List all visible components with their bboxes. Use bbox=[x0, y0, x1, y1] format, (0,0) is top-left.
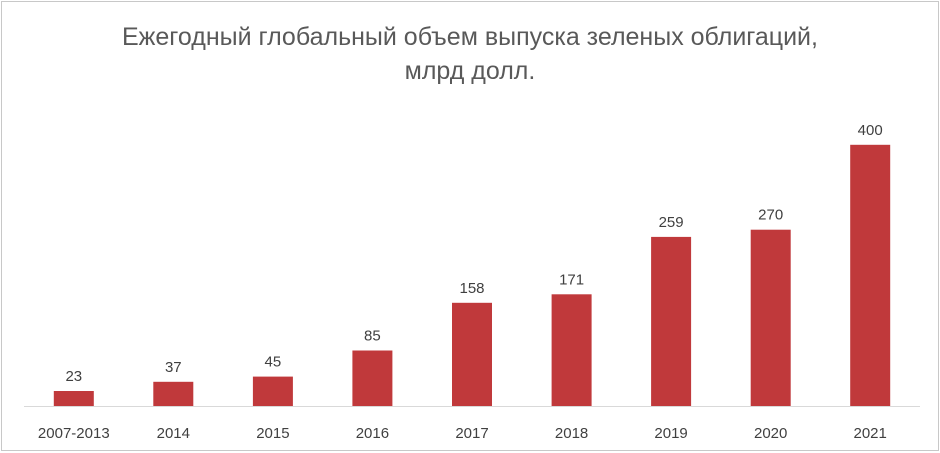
bar-2016 bbox=[352, 350, 393, 406]
chart-subtitle: млрд долл. bbox=[404, 57, 536, 85]
value-label-2019: 259 bbox=[659, 214, 684, 231]
bar-2019 bbox=[651, 236, 692, 406]
bar-2015 bbox=[252, 376, 293, 406]
bar-2017 bbox=[452, 302, 492, 406]
category-label-2014: 2014 bbox=[157, 425, 190, 442]
value-label-2016: 85 bbox=[364, 328, 381, 345]
value-label-2021: 400 bbox=[858, 122, 883, 139]
category-label-2016: 2016 bbox=[356, 425, 389, 442]
category-label-2020: 2020 bbox=[754, 425, 787, 442]
chart-title-block: Ежегодный глобальный объем выпуска зелен… bbox=[2, 20, 938, 88]
bar-2018 bbox=[551, 294, 592, 406]
value-label-2018: 171 bbox=[559, 271, 584, 288]
value-label-2020: 270 bbox=[758, 207, 783, 224]
category-label-2017: 2017 bbox=[455, 425, 488, 442]
category-label-2015: 2015 bbox=[256, 425, 289, 442]
bars-group bbox=[53, 144, 891, 407]
category-labels-group: 2007-2013 2014 2015 2016 2017 2018 2019 2020 202… bbox=[38, 425, 887, 442]
category-label-2018: 2018 bbox=[555, 425, 588, 442]
category-label-2007-2013: 2007-2013 bbox=[38, 425, 110, 442]
value-label-2014: 37 bbox=[165, 359, 182, 376]
value-label-2017: 158 bbox=[459, 280, 484, 297]
bar-2014 bbox=[153, 381, 194, 406]
bar-2007-2013 bbox=[53, 391, 94, 406]
value-labels-group: 23 37 45 85 158 171 259 270 400 bbox=[65, 122, 882, 385]
value-label-2015: 45 bbox=[265, 354, 282, 371]
category-label-2021: 2021 bbox=[854, 425, 887, 442]
value-label-2007-2013: 23 bbox=[65, 368, 82, 385]
category-label-2019: 2019 bbox=[654, 425, 687, 442]
chart-title: Ежегодный глобальный объем выпуска зелен… bbox=[122, 23, 818, 51]
bar-2020 bbox=[750, 229, 791, 406]
bar-2021 bbox=[850, 144, 891, 407]
